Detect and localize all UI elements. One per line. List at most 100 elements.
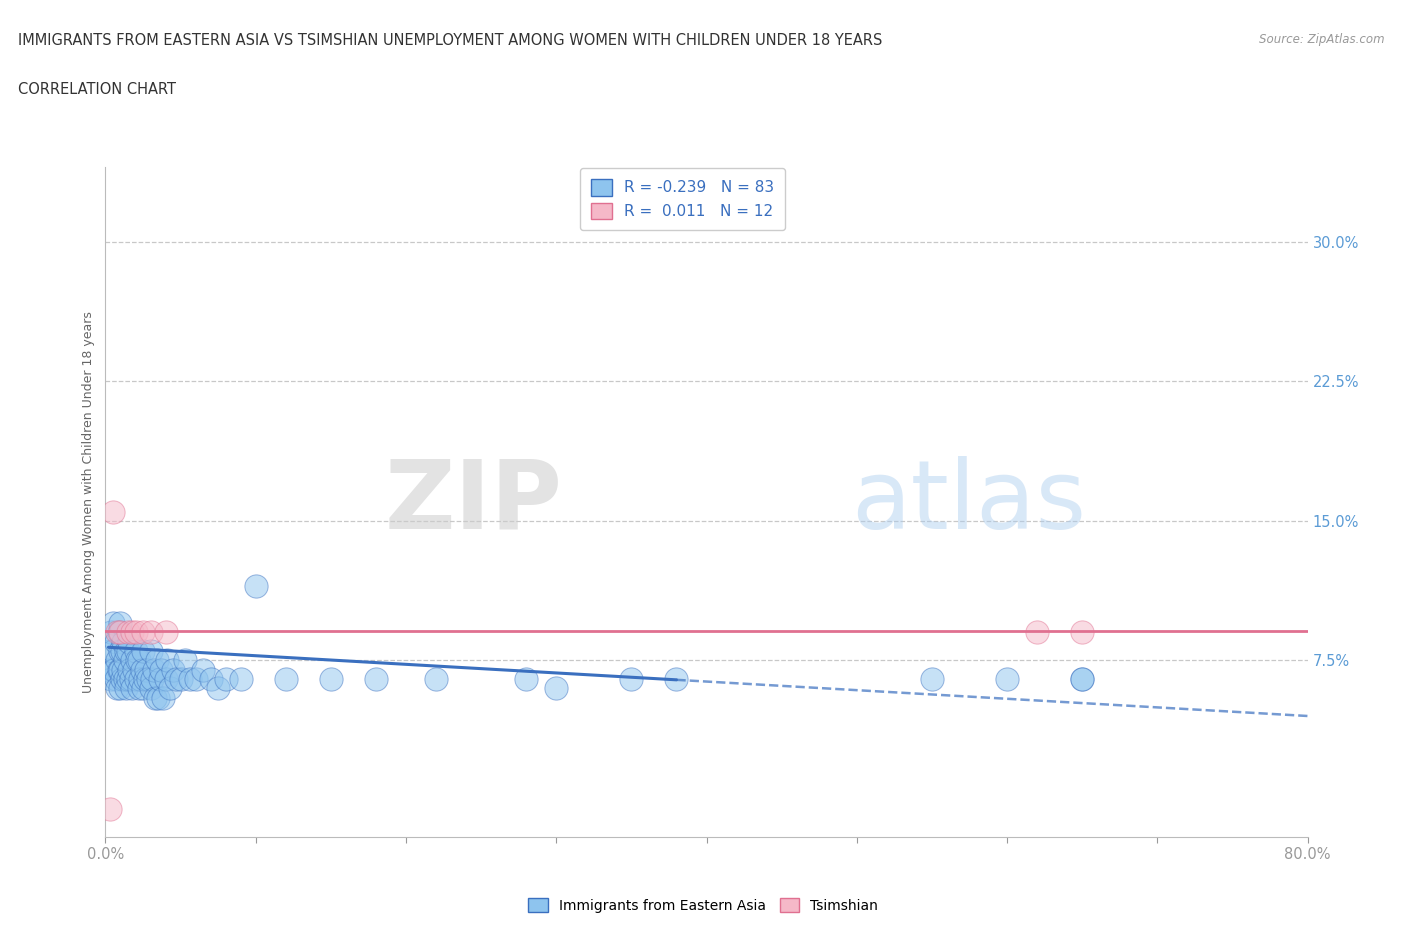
Point [207,681,229,696]
Point [101,504,124,519]
Point [995,671,1018,686]
Point [229,671,252,686]
Y-axis label: Unemployment Among Women with Children Under 18 years: Unemployment Among Women with Children U… [82,312,96,693]
Point [364,671,387,686]
Point [131,662,153,677]
Point [135,662,157,677]
Point [110,662,132,677]
Point [214,671,236,686]
Point [132,644,155,658]
Point [118,634,141,649]
Point [665,671,688,686]
Point [128,681,150,696]
Point [141,671,163,686]
Point [122,662,145,677]
Point [98,644,121,658]
Point [115,681,138,696]
Point [124,625,146,640]
Point [274,671,297,686]
Point [121,681,143,696]
Text: ZIP: ZIP [384,456,562,549]
Point [200,671,222,686]
Text: atlas: atlas [851,456,1085,549]
Text: CORRELATION CHART: CORRELATION CHART [18,82,176,97]
Point [103,662,125,677]
Point [101,662,124,677]
Point [150,662,173,677]
Point [110,625,132,640]
Point [148,671,170,686]
Point [546,681,568,696]
Point [245,578,267,593]
Point [108,662,131,677]
Point [115,644,138,658]
Point [100,671,122,686]
Point [319,671,342,686]
Point [107,681,129,696]
Point [112,634,135,649]
Point [124,644,146,658]
Point [107,625,129,640]
Point [112,662,135,677]
Point [143,690,166,705]
Point [121,653,143,668]
Point [155,625,177,640]
Point [101,616,124,631]
Point [134,671,156,686]
Point [118,662,141,677]
Point [191,662,214,677]
Point [179,671,201,686]
Point [124,671,146,686]
Point [117,625,139,640]
Point [1026,625,1049,640]
Legend: R = -0.239   N = 83, R =  0.011   N = 12: R = -0.239 N = 83, R = 0.011 N = 12 [579,168,785,230]
Point [120,671,142,686]
Point [97,662,120,677]
Point [110,681,132,696]
Point [515,671,537,686]
Point [1071,625,1094,640]
Point [425,671,447,686]
Point [121,625,143,640]
Point [129,671,152,686]
Point [101,644,124,658]
Point [117,671,139,686]
Point [159,681,181,696]
Point [921,671,943,686]
Point [139,644,162,658]
Text: Source: ZipAtlas.com: Source: ZipAtlas.com [1260,33,1385,46]
Point [111,671,134,686]
Point [139,625,162,640]
Point [110,644,132,658]
Point [142,662,165,677]
Text: IMMIGRANTS FROM EASTERN ASIA VS TSIMSHIAN UNEMPLOYMENT AMONG WOMEN WITH CHILDREN: IMMIGRANTS FROM EASTERN ASIA VS TSIMSHIA… [18,33,883,47]
Point [125,653,148,668]
Point [184,671,207,686]
Point [132,625,155,640]
Legend: Immigrants from Eastern Asia, Tsimshian: Immigrants from Eastern Asia, Tsimshian [523,893,883,919]
Point [162,662,184,677]
Point [136,671,159,686]
Point [111,644,134,658]
Point [107,653,129,668]
Point [174,653,197,668]
Point [104,634,127,649]
Point [1071,671,1094,686]
Point [165,671,187,686]
Point [169,671,191,686]
Point [117,644,139,658]
Point [1071,671,1094,686]
Point [110,616,132,631]
Point [108,625,131,640]
Point [98,802,121,817]
Point [114,653,136,668]
Point [139,681,162,696]
Point [128,653,150,668]
Point [146,690,169,705]
Point [132,681,155,696]
Point [156,653,179,668]
Point [152,690,174,705]
Point [145,653,167,668]
Point [100,625,122,640]
Point [620,671,643,686]
